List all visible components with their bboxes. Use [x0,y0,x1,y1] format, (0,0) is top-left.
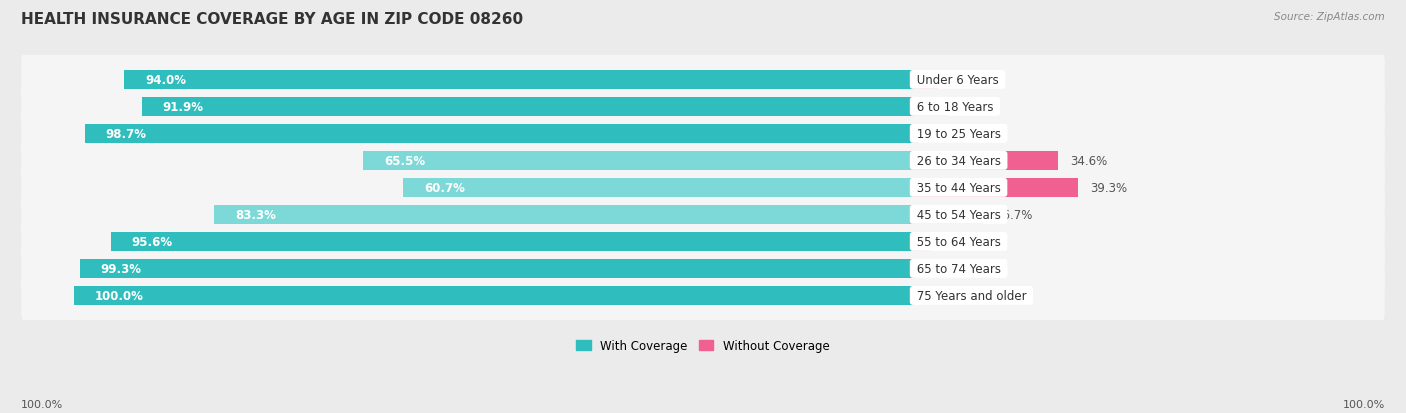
Bar [124,71,912,89]
Text: 26 to 34 Years: 26 to 34 Years [912,154,1004,168]
Bar [912,179,1077,197]
Text: HEALTH INSURANCE COVERAGE BY AGE IN ZIP CODE 08260: HEALTH INSURANCE COVERAGE BY AGE IN ZIP … [21,12,523,27]
Text: 55 to 64 Years: 55 to 64 Years [912,235,1004,248]
FancyBboxPatch shape [21,244,1385,293]
FancyBboxPatch shape [21,190,1385,240]
Text: 100.0%: 100.0% [1343,399,1385,409]
Bar [80,260,912,278]
Text: 6.0%: 6.0% [950,74,980,87]
Text: 34.6%: 34.6% [1070,154,1108,168]
Text: 35 to 44 Years: 35 to 44 Years [912,181,1004,195]
Bar [912,206,983,224]
Bar [404,179,912,197]
Bar [84,125,912,143]
Text: 1.3%: 1.3% [931,128,960,140]
Text: 65 to 74 Years: 65 to 74 Years [912,262,1004,275]
FancyBboxPatch shape [21,83,1385,132]
Text: 19 to 25 Years: 19 to 25 Years [912,128,1004,140]
Bar [111,233,912,251]
Bar [73,287,912,305]
Text: 100.0%: 100.0% [94,289,143,302]
Text: 0.7%: 0.7% [928,262,957,275]
Bar [912,125,918,143]
Text: 8.1%: 8.1% [959,101,988,114]
Text: 60.7%: 60.7% [425,181,465,195]
Text: 75 Years and older: 75 Years and older [912,289,1031,302]
Bar [214,206,912,224]
FancyBboxPatch shape [21,56,1385,105]
Text: 94.0%: 94.0% [145,74,186,87]
Text: 4.4%: 4.4% [943,235,974,248]
Bar [912,71,938,89]
FancyBboxPatch shape [21,109,1385,159]
Text: 83.3%: 83.3% [235,209,276,221]
Bar [142,98,912,116]
FancyBboxPatch shape [21,136,1385,185]
Bar [363,152,912,170]
Bar [912,152,1057,170]
Text: 39.3%: 39.3% [1090,181,1128,195]
Text: 95.6%: 95.6% [132,235,173,248]
Text: 16.7%: 16.7% [995,209,1033,221]
Bar [912,98,946,116]
FancyBboxPatch shape [21,271,1385,320]
Text: 45 to 54 Years: 45 to 54 Years [912,209,1004,221]
Text: 65.5%: 65.5% [384,154,425,168]
FancyBboxPatch shape [21,217,1385,266]
Legend: With Coverage, Without Coverage: With Coverage, Without Coverage [572,334,834,357]
Bar [912,233,931,251]
Text: Source: ZipAtlas.com: Source: ZipAtlas.com [1274,12,1385,22]
Bar [912,260,915,278]
Text: 98.7%: 98.7% [105,128,146,140]
Text: Under 6 Years: Under 6 Years [912,74,1002,87]
Text: 6 to 18 Years: 6 to 18 Years [912,101,997,114]
Text: 91.9%: 91.9% [163,101,204,114]
FancyBboxPatch shape [21,164,1385,213]
Text: 99.3%: 99.3% [101,262,142,275]
Text: 100.0%: 100.0% [21,399,63,409]
